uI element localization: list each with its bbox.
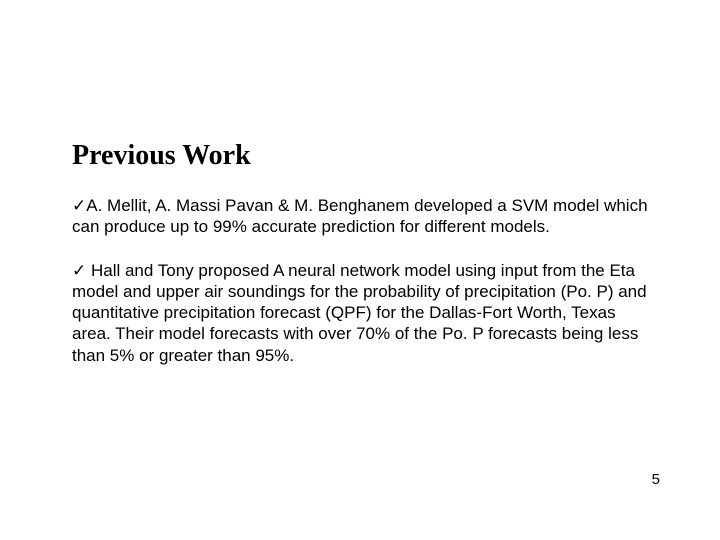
check-icon: ✓ <box>72 196 86 215</box>
slide-title: Previous Work <box>72 140 251 172</box>
bullet-item: ✓A. Mellit, A. Massi Pavan & M. Benghane… <box>72 195 648 238</box>
slide-body: ✓A. Mellit, A. Massi Pavan & M. Benghane… <box>72 195 648 388</box>
bullet-text: A. Mellit, A. Massi Pavan & M. Benghanem… <box>72 196 648 236</box>
check-icon: ✓ <box>72 261 91 280</box>
bullet-item: ✓ Hall and Tony proposed A neural networ… <box>72 260 648 366</box>
bullet-text: Hall and Tony proposed A neural network … <box>72 261 647 365</box>
page-number: 5 <box>652 471 660 488</box>
slide: Previous Work ✓A. Mellit, A. Massi Pavan… <box>0 0 720 540</box>
